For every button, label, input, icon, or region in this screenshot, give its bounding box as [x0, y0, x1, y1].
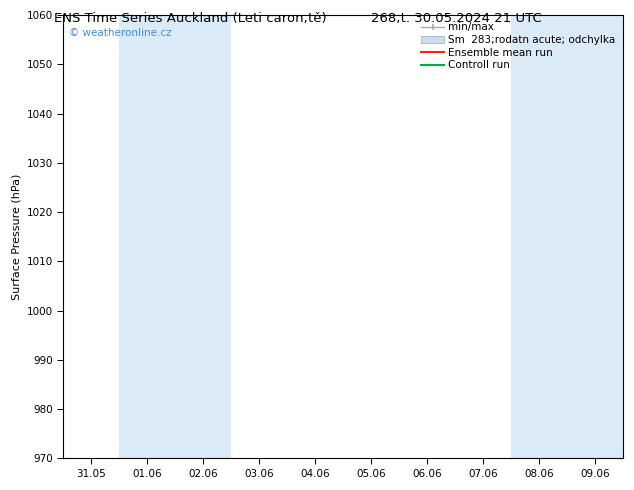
- Y-axis label: Surface Pressure (hPa): Surface Pressure (hPa): [11, 173, 21, 300]
- Bar: [175, 15, 231, 459]
- Text: ENS Time Series Auckland (Leti caron;tě): ENS Time Series Auckland (Leti caron;tě): [54, 12, 327, 25]
- Bar: [511, 15, 567, 459]
- Text: 268;t. 30.05.2024 21 UTC: 268;t. 30.05.2024 21 UTC: [371, 12, 542, 25]
- Bar: [567, 15, 623, 459]
- Text: © weatheronline.cz: © weatheronline.cz: [69, 28, 172, 38]
- Bar: [119, 15, 175, 459]
- Legend: min/max, Sm  283;rodatn acute; odchylka, Ensemble mean run, Controll run: min/max, Sm 283;rodatn acute; odchylka, …: [417, 18, 620, 74]
